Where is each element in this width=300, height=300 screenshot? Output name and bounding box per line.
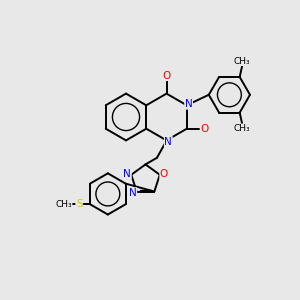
Text: O: O (162, 70, 171, 81)
Text: CH₃: CH₃ (234, 57, 250, 66)
Text: O: O (201, 124, 209, 134)
Text: N: N (124, 169, 131, 178)
Text: O: O (160, 169, 168, 179)
Text: N: N (164, 136, 172, 147)
Text: S: S (76, 199, 83, 209)
Text: N: N (129, 188, 137, 198)
Text: CH₃: CH₃ (234, 124, 250, 133)
Text: CH₃: CH₃ (55, 200, 72, 209)
Text: N: N (185, 99, 193, 109)
